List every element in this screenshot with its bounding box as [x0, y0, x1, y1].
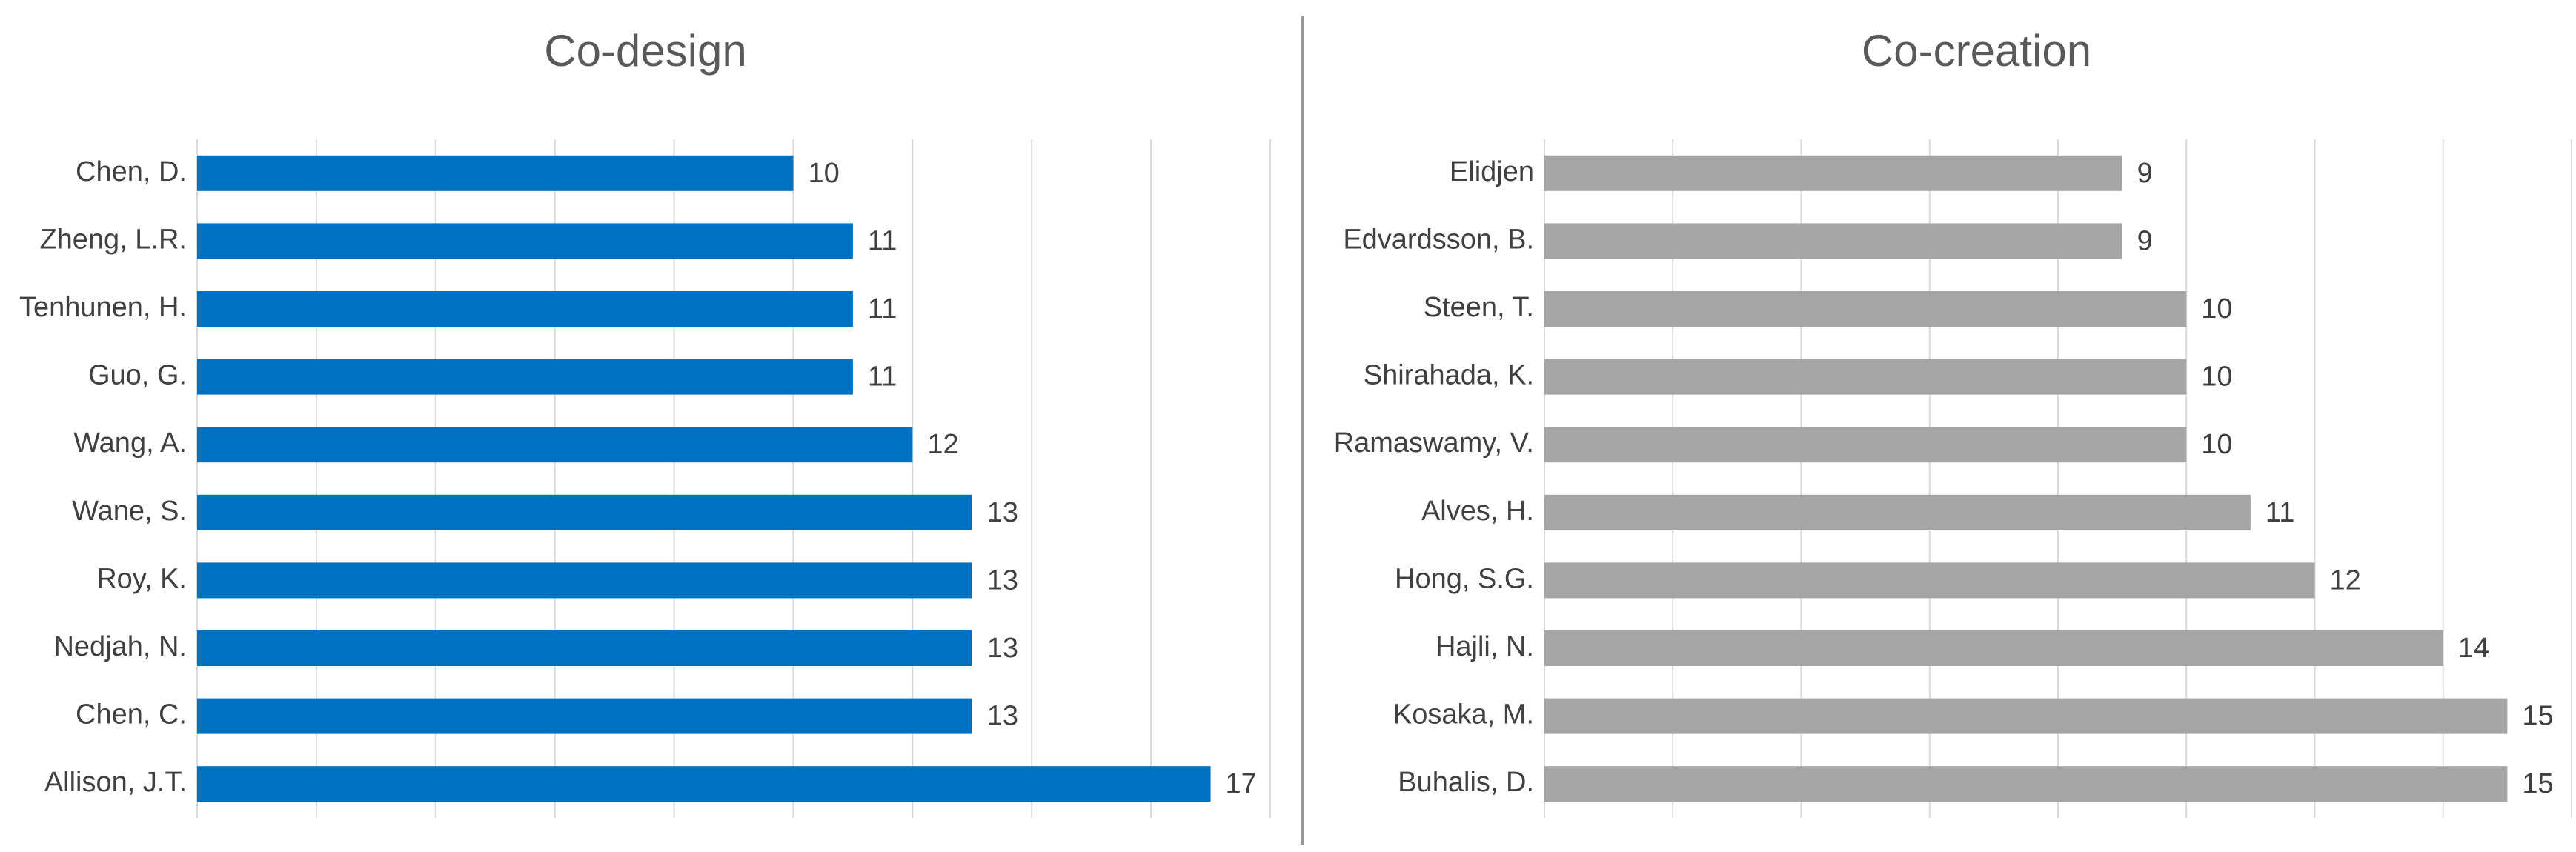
bar: [1544, 291, 2187, 327]
data-label: 10: [808, 158, 839, 189]
y-tick-label: Chen, C.: [76, 699, 187, 730]
bar: [197, 562, 972, 599]
bar: [197, 155, 794, 191]
data-label: 13: [987, 497, 1018, 528]
data-label: 11: [868, 225, 897, 256]
y-tick-label: Nedjah, N.: [53, 631, 187, 662]
y-tick-label: Buhalis, D.: [1398, 767, 1534, 798]
y-tick-label: Elidjen: [1450, 156, 1534, 187]
data-label: 13: [987, 633, 1018, 664]
bar: [1544, 562, 2315, 599]
y-tick-label: Roy, K.: [96, 563, 187, 594]
y-tick-label: Allison, J.T.: [44, 767, 187, 798]
chart-title: Co-design: [544, 26, 747, 76]
data-label: 9: [2137, 225, 2153, 256]
y-tick-label: Wane, S.: [72, 496, 187, 527]
y-tick-label: Shirahada, K.: [1364, 360, 1534, 391]
y-tick-label: Steen, T.: [1424, 292, 1534, 323]
data-label: 12: [2330, 565, 2361, 596]
data-label: 11: [868, 362, 897, 393]
y-tick-label: Kosaka, M.: [1393, 699, 1534, 730]
y-tick-label: Guo, G.: [88, 360, 187, 391]
bar: [1544, 630, 2443, 666]
bar: [197, 630, 972, 666]
bar: [1544, 698, 2508, 734]
data-label: 12: [927, 429, 958, 460]
data-label: 15: [2522, 701, 2553, 732]
y-tick-label: Wang, A.: [73, 427, 187, 459]
y-tick-label: Chen, D.: [76, 156, 187, 187]
data-label: 11: [2265, 497, 2294, 528]
bar: [197, 698, 972, 734]
data-label: 13: [987, 565, 1018, 596]
bar: [1544, 766, 2508, 802]
data-label: 13: [987, 701, 1018, 732]
data-label: 10: [2201, 429, 2232, 460]
data-label: 9: [2137, 158, 2153, 189]
y-tick-label: Edvardsson, B.: [1343, 224, 1534, 255]
bar: [197, 766, 1211, 802]
y-tick-label: Tenhunen, H.: [19, 292, 187, 323]
bar: [1544, 494, 2251, 530]
data-label: 14: [2458, 633, 2489, 664]
bar: [1544, 223, 2122, 259]
bar: [197, 427, 913, 463]
y-tick-label: Ramaswamy, V.: [1334, 427, 1534, 459]
y-tick-label: Zheng, L.R.: [39, 224, 187, 255]
bar: [197, 359, 853, 395]
y-tick-label: Hajli, N.: [1435, 631, 1534, 662]
bar: [197, 291, 853, 327]
y-tick-label: Alves, H.: [1421, 496, 1534, 527]
chart-title: Co-creation: [1862, 26, 2091, 76]
data-label: 10: [2201, 293, 2232, 325]
y-tick-label: Hong, S.G.: [1395, 563, 1534, 594]
bar: [1544, 155, 2122, 191]
bar: [197, 494, 972, 530]
bar: [1544, 359, 2187, 395]
data-label: 17: [1226, 768, 1257, 799]
data-label: 11: [868, 293, 897, 325]
bar: [197, 223, 853, 259]
data-label: 15: [2522, 768, 2553, 799]
bar: [1544, 427, 2187, 463]
data-label: 10: [2201, 362, 2232, 393]
